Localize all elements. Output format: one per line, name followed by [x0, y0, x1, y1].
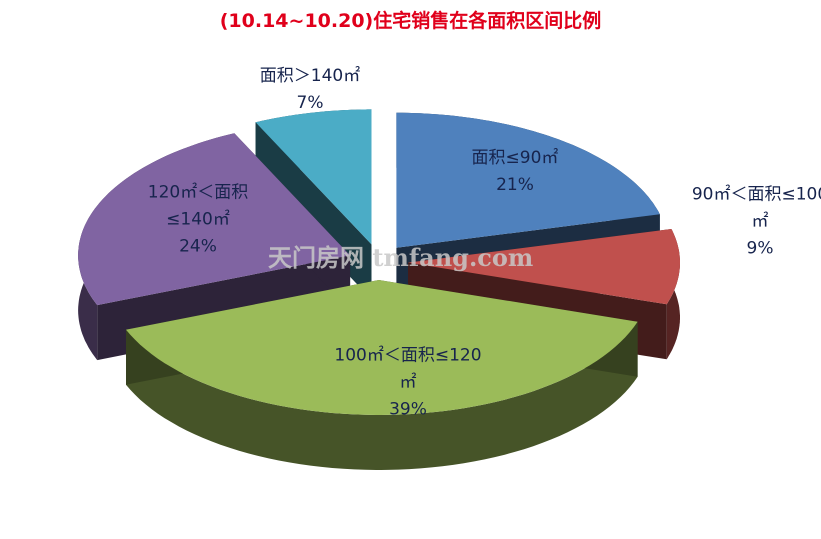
slice: [78, 133, 351, 306]
slice: [396, 112, 660, 248]
chart-title: (10.14~10.20)住宅销售在各面积区间比例: [219, 10, 602, 32]
watermark: 天门房网 tmfang.com: [268, 243, 534, 272]
data-label: 100㎡＜面积≤120㎡ 39%: [333, 343, 483, 424]
value-label: 21%: [496, 175, 534, 195]
slice: [255, 109, 372, 245]
data-label: 面积≤90㎡ 21%: [450, 145, 580, 199]
slice: [408, 229, 680, 305]
category-label: 100㎡＜面积≤120㎡: [334, 345, 482, 393]
data-label: 120㎡＜面积≤140㎡ 24%: [133, 180, 263, 261]
slice-wall: [126, 321, 638, 470]
data-label: 面积＞140㎡ 7%: [230, 63, 390, 117]
value-label: 7%: [296, 93, 324, 113]
value-label: 9%: [746, 238, 774, 259]
category-label: 120㎡＜面积≤140㎡: [147, 182, 249, 230]
category-label: 面积＞140㎡: [259, 66, 361, 86]
category-label: 90㎡＜面积≤100㎡: [691, 184, 821, 232]
slice: [126, 280, 638, 415]
data-label: 90㎡＜面积≤100㎡ 9%: [690, 182, 821, 263]
value-label: 39%: [389, 399, 427, 420]
value-label: 24%: [179, 236, 217, 257]
category-label: 面积≤90㎡: [471, 148, 559, 168]
